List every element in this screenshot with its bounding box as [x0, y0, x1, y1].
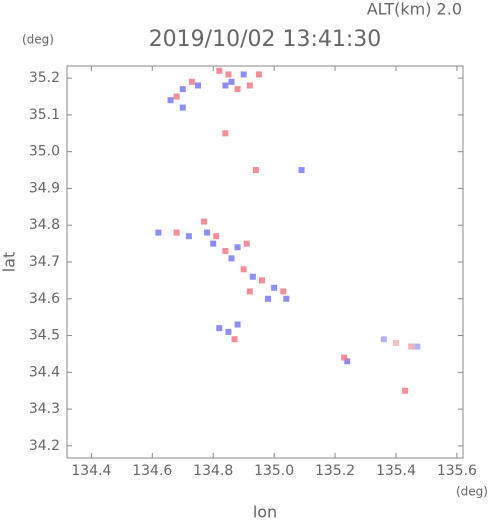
echo-point [380, 336, 387, 343]
echo-point [210, 240, 217, 247]
echo-point [252, 167, 259, 174]
echo-point [234, 244, 241, 251]
echo-point [222, 82, 229, 89]
x-tick-label: 134.8 [193, 463, 233, 479]
echo-point [408, 343, 415, 350]
echo-point [216, 67, 223, 74]
plot-frame [66, 65, 464, 459]
echo-point [249, 273, 256, 280]
echo-point [179, 86, 186, 93]
echo-point [280, 288, 287, 295]
y-tick-label: 34.5 [29, 328, 60, 344]
echo-point [246, 288, 253, 295]
echo-point [240, 71, 247, 78]
x-tick-label: 134.6 [132, 463, 172, 479]
echo-point [225, 71, 232, 78]
y-tick-label: 35.0 [29, 144, 60, 160]
y-tick-label: 34.8 [29, 217, 60, 233]
echo-point [201, 218, 208, 225]
x-axis-label: lon [253, 503, 277, 521]
echo-point [283, 295, 290, 302]
echo-point [228, 78, 235, 85]
echo-point [298, 167, 305, 174]
x-tick-label: 135.2 [315, 463, 355, 479]
chart-title: 2019/10/02 13:41:30 [149, 27, 382, 52]
x-unit: (deg) [456, 485, 488, 499]
echo-point [231, 336, 238, 343]
echo-point [216, 325, 223, 332]
echo-point [414, 343, 421, 350]
x-tick-label: 135.4 [376, 463, 416, 479]
y-tick-label: 34.7 [29, 254, 60, 270]
y-tick-label: 35.2 [29, 70, 60, 86]
echo-point [155, 229, 162, 236]
x-tick-label: 134.4 [71, 463, 111, 479]
echo-point [258, 277, 265, 284]
echo-point [234, 321, 241, 328]
echo-point [265, 295, 272, 302]
echo-point [402, 387, 409, 394]
echo-point [173, 229, 180, 236]
y-tick-label: 35.1 [29, 107, 60, 123]
y-tick-label: 34.9 [29, 180, 60, 196]
echo-point [234, 86, 241, 93]
chart-subtitle: ALT(km) 2.0 [367, 0, 462, 19]
echo-point [228, 255, 235, 262]
echo-point [222, 130, 229, 137]
echo-point [213, 233, 220, 240]
y-tick-label: 34.3 [29, 401, 60, 417]
echo-point [240, 266, 247, 273]
echo-point [204, 229, 211, 236]
x-tick-label: 135.6 [437, 463, 477, 479]
echo-point [188, 78, 195, 85]
echo-point [344, 358, 351, 365]
y-axis-label: lat [0, 252, 19, 273]
echo-point [243, 240, 250, 247]
echo-point [185, 233, 192, 240]
y-tick-label: 34.6 [29, 291, 60, 307]
echo-point [167, 97, 174, 104]
echo-point [222, 247, 229, 254]
echo-point [194, 82, 201, 89]
echo-point [246, 82, 253, 89]
echo-point [271, 284, 278, 291]
x-tick-label: 135.0 [254, 463, 294, 479]
echo-point [255, 71, 262, 78]
y-tick-label: 34.4 [29, 364, 60, 380]
y-unit: (deg) [22, 33, 54, 47]
echo-point [173, 93, 180, 100]
echo-point [225, 328, 232, 335]
echo-point [179, 104, 186, 111]
y-tick-label: 34.2 [29, 438, 60, 454]
echo-point [341, 354, 348, 361]
echo-point [392, 339, 399, 346]
